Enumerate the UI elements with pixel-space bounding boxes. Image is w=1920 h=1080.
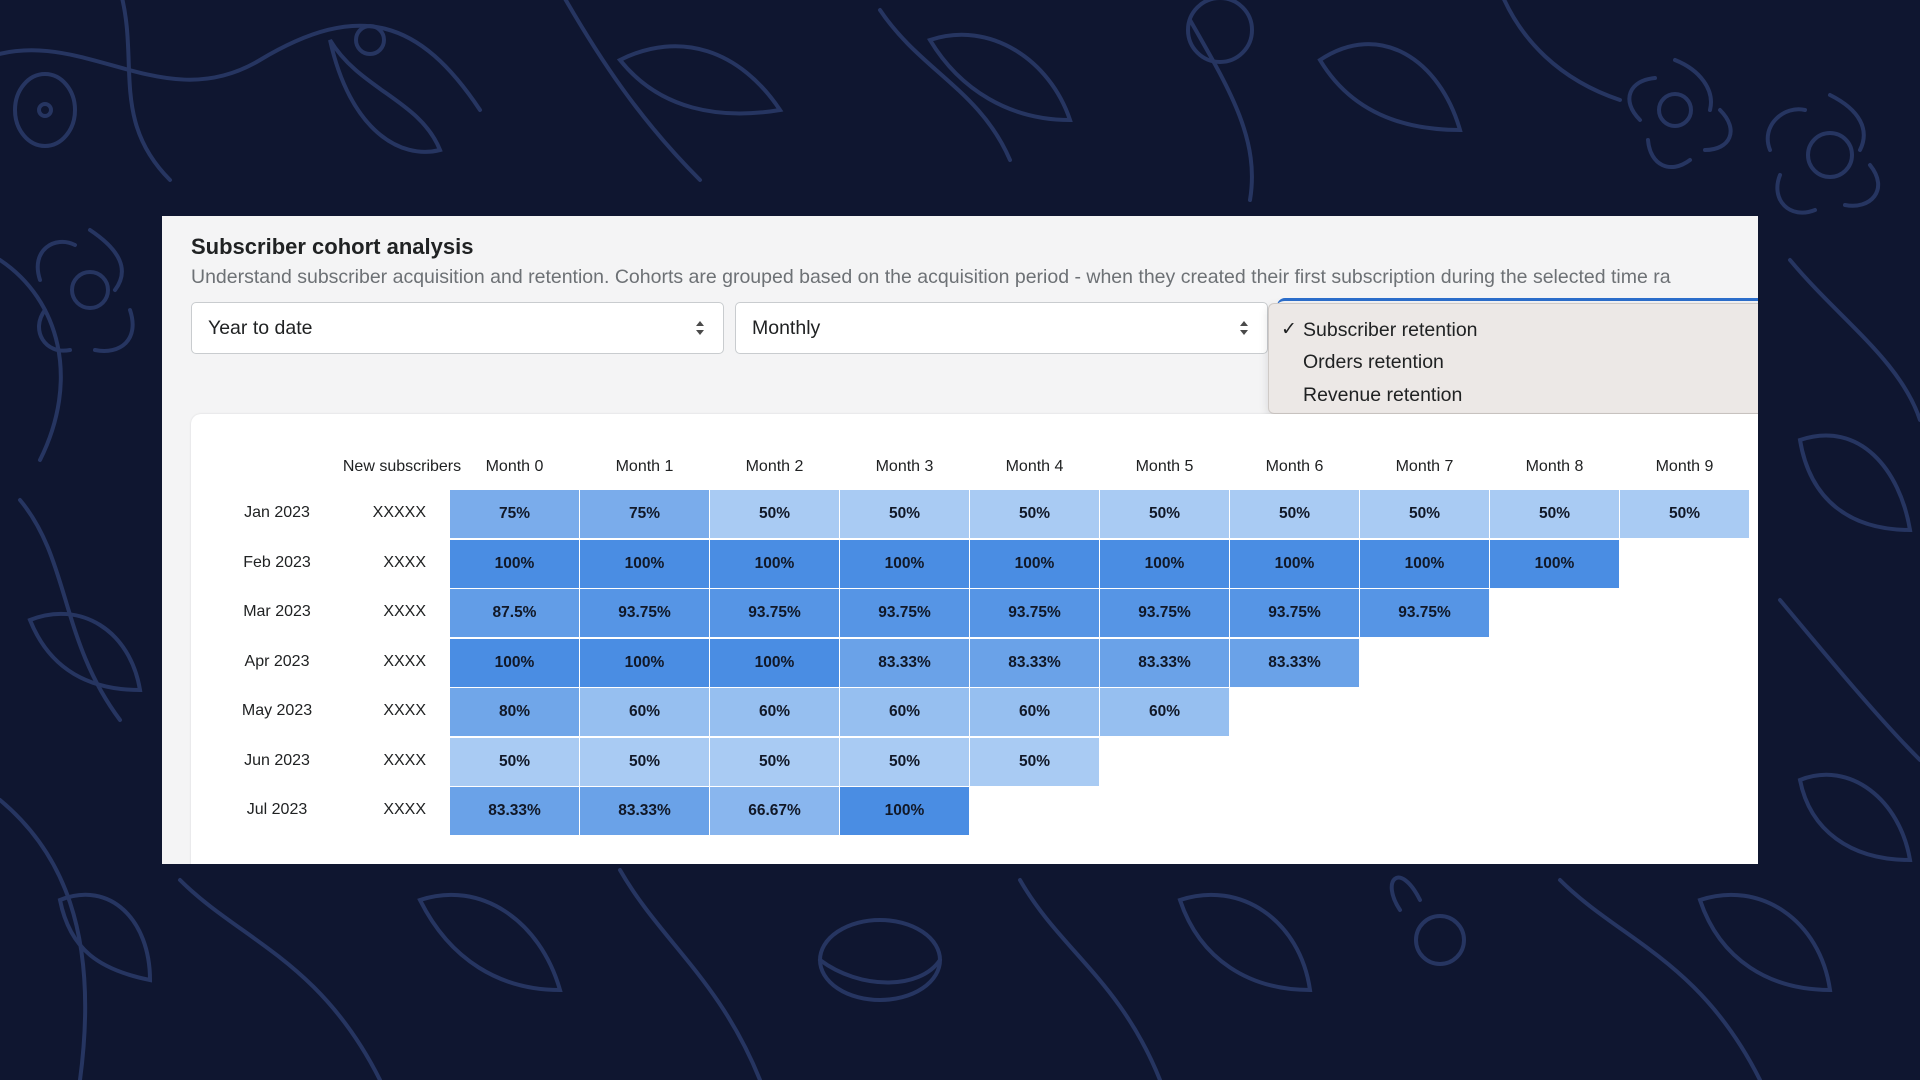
retention-cell: 60% xyxy=(710,688,839,736)
select-arrows-icon xyxy=(695,318,705,338)
month-header: Month 9 xyxy=(1655,458,1714,475)
retention-cell: 66.67% xyxy=(710,787,839,835)
retention-cell: 100% xyxy=(1360,539,1489,588)
month-header: Month 2 xyxy=(745,458,804,475)
retention-cell: 50% xyxy=(710,490,839,538)
retention-cell: 50% xyxy=(1360,490,1489,538)
retention-cell: 100% xyxy=(580,638,709,687)
month-header: Month 8 xyxy=(1525,458,1584,475)
cohort-label: Feb 2023 xyxy=(243,553,311,571)
period-select[interactable]: Monthly xyxy=(735,302,1268,354)
retention-cell: 93.75% xyxy=(1230,589,1359,637)
retention-cell: 93.75% xyxy=(710,589,839,637)
retention-cell: 50% xyxy=(450,737,579,786)
retention-cell: 93.75% xyxy=(970,589,1099,637)
retention-cell: 50% xyxy=(970,737,1099,786)
retention-cell: 50% xyxy=(840,490,969,538)
retention-cell: 100% xyxy=(450,539,579,588)
cohort-label: May 2023 xyxy=(241,702,313,719)
date-range-select[interactable]: Year to date xyxy=(191,302,724,354)
option-label: Orders retention xyxy=(1303,351,1444,373)
cohort-analysis-window: Subscriber cohort analysis Understand su… xyxy=(162,216,1758,864)
retention-cell: 60% xyxy=(970,688,1099,736)
cohort-table-card: New subscribers Month 0 Month 1 Month 2 Mon… xyxy=(191,414,1758,864)
retention-cell: 83.33% xyxy=(840,638,969,687)
cohort-label: Jun 2023 xyxy=(244,751,310,769)
retention-cell: 100% xyxy=(1100,539,1229,588)
retention-cell: 87.5% xyxy=(450,589,579,637)
retention-cell: 83.33% xyxy=(580,787,709,835)
retention-cell: 50% xyxy=(840,737,969,786)
new-subscriber-count: XXXX xyxy=(383,751,426,769)
new-subscriber-count: XXXX xyxy=(383,801,426,818)
retention-cell: 50% xyxy=(1620,490,1749,538)
retention-cell: 100% xyxy=(450,638,579,687)
month-header: Month 4 xyxy=(1005,458,1064,475)
option-subscriber-retention[interactable]: ✓ Subscriber retention xyxy=(1269,316,1758,346)
retention-cell: 100% xyxy=(1490,539,1619,588)
retention-cell: 100% xyxy=(970,539,1099,588)
option-label: Revenue retention xyxy=(1303,384,1463,406)
date-range-value: Year to date xyxy=(208,316,313,339)
cohort-label: Mar 2023 xyxy=(243,603,311,620)
retention-cell: 50% xyxy=(970,490,1099,538)
cohort-label: Jan 2023 xyxy=(244,504,310,521)
retention-cell: 83.33% xyxy=(450,787,579,835)
retention-cell: 100% xyxy=(710,539,839,588)
cohort-label: Jul 2023 xyxy=(246,801,308,818)
retention-cell: 100% xyxy=(840,539,969,588)
retention-cell: 60% xyxy=(580,688,709,736)
checkmark-icon: ✓ xyxy=(1281,319,1297,340)
cohort-label: Apr 2023 xyxy=(244,652,310,670)
retention-cell: 93.75% xyxy=(1100,589,1229,637)
metric-select-focused[interactable] xyxy=(1277,298,1758,308)
retention-cell: 100% xyxy=(1230,539,1359,588)
new-subscriber-count: XXXX xyxy=(383,553,426,571)
retention-cell: 50% xyxy=(1100,490,1229,538)
new-subscriber-count: XXXX xyxy=(383,603,426,620)
retention-cell: 50% xyxy=(1230,490,1359,538)
period-value: Monthly xyxy=(752,316,821,339)
retention-cell: 83.33% xyxy=(1100,638,1229,687)
retention-cell: 60% xyxy=(840,688,969,736)
option-label: Subscriber retention xyxy=(1303,319,1478,341)
metric-dropdown-menu: ✓ Subscriber retention Orders retention … xyxy=(1268,303,1758,414)
retention-cell: 93.75% xyxy=(840,589,969,637)
retention-cell: 93.75% xyxy=(1360,589,1489,637)
option-revenue-retention[interactable]: Revenue retention xyxy=(1269,381,1758,411)
option-orders-retention[interactable]: Orders retention xyxy=(1269,348,1758,378)
new-subscriber-count: XXXX xyxy=(383,652,426,670)
retention-cell: 100% xyxy=(840,787,969,835)
month-header: Month 0 xyxy=(485,458,544,475)
new-subscribers-header: New subscribers xyxy=(342,458,462,475)
select-arrows-icon xyxy=(1239,318,1249,338)
month-header: Month 3 xyxy=(875,458,934,475)
retention-cell: 100% xyxy=(710,638,839,687)
retention-cell: 80% xyxy=(450,688,579,736)
page-subtitle: Understand subscriber acquisition and re… xyxy=(191,266,1671,288)
new-subscriber-count: XXXXX xyxy=(372,504,426,521)
retention-cell: 60% xyxy=(1100,688,1229,736)
retention-cell: 83.33% xyxy=(970,638,1099,687)
month-header: Month 5 xyxy=(1135,458,1194,475)
retention-cell: 100% xyxy=(580,539,709,588)
retention-cell: 75% xyxy=(580,490,709,538)
retention-cell: 50% xyxy=(580,737,709,786)
retention-cell: 50% xyxy=(710,737,839,786)
month-header: Month 6 xyxy=(1265,458,1324,475)
retention-cell: 83.33% xyxy=(1230,638,1359,687)
retention-cell: 50% xyxy=(1490,490,1619,538)
retention-cell: 93.75% xyxy=(580,589,709,637)
month-header: Month 7 xyxy=(1395,458,1454,475)
page-title: Subscriber cohort analysis xyxy=(191,234,474,259)
retention-cell: 75% xyxy=(450,490,579,538)
new-subscriber-count: XXXX xyxy=(383,702,426,719)
month-header: Month 1 xyxy=(615,458,674,475)
